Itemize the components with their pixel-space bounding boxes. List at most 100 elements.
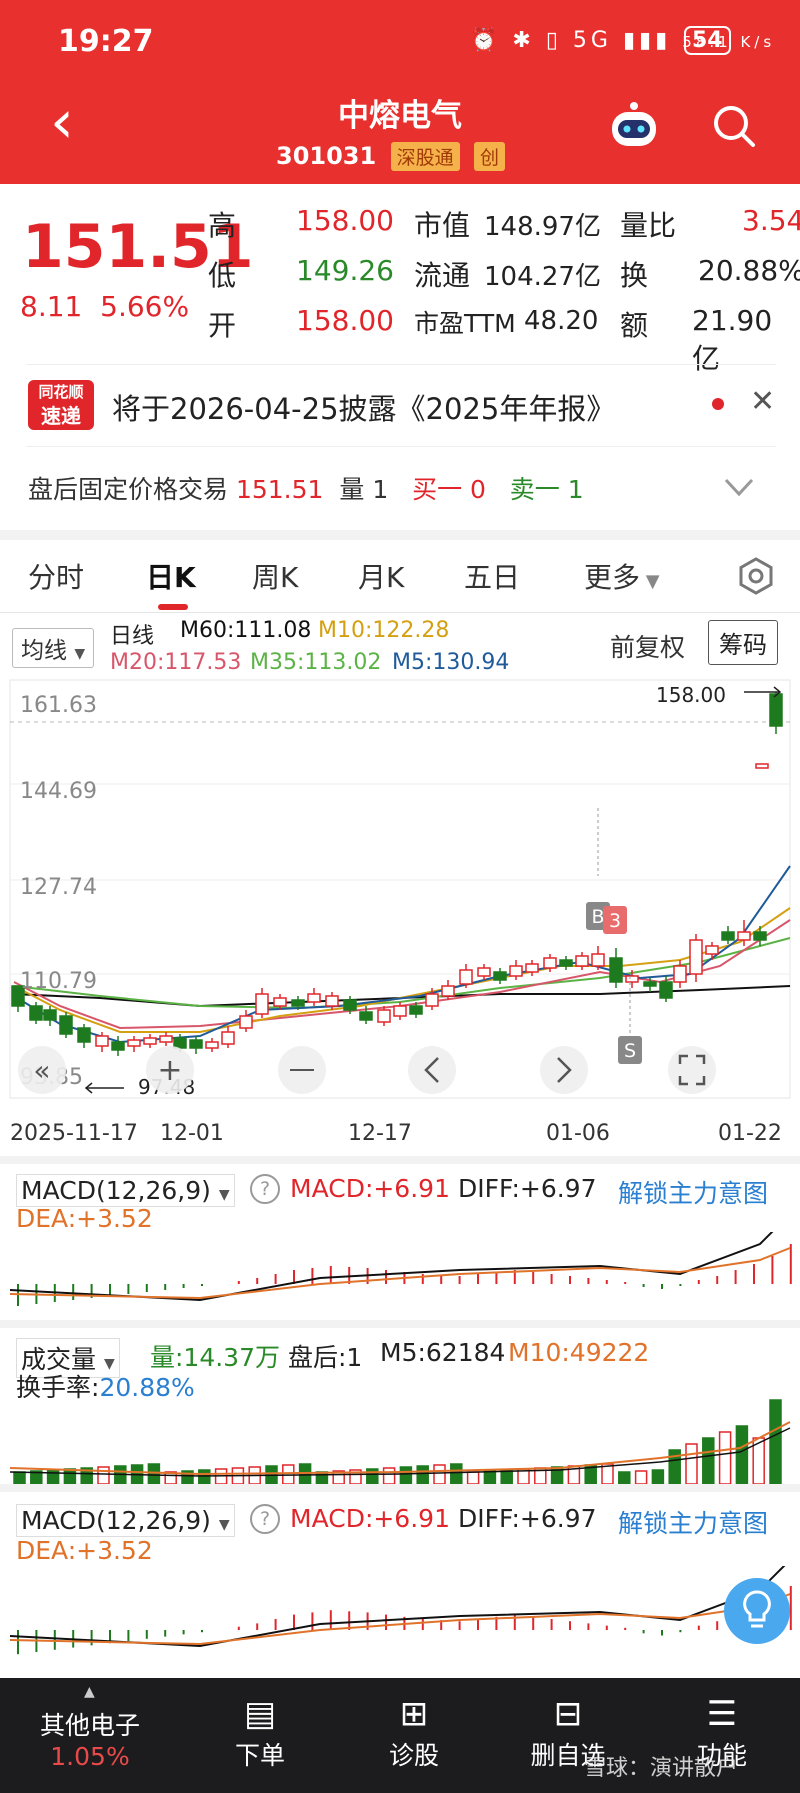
candle-body: [59, 1015, 73, 1035]
arrow-head-icon: [84, 1082, 93, 1094]
tab-monthly-k[interactable]: 月K: [358, 561, 405, 594]
volume-bar: [702, 1437, 715, 1484]
lightbulb-button[interactable]: [722, 1576, 792, 1646]
candle-body: [609, 957, 623, 983]
volume-bars: [9, 1399, 791, 1484]
tag-chinext[interactable]: 创: [473, 142, 505, 171]
candle-body: [705, 945, 719, 955]
candle-body: [525, 963, 539, 973]
s-badge-text: S: [624, 1040, 636, 1062]
help-icon[interactable]: ?: [250, 1174, 280, 1204]
tag-hk-connect[interactable]: 深股通: [390, 142, 460, 171]
turnover-label: 换: [620, 259, 649, 292]
plus-icon: +: [157, 1053, 182, 1088]
candle-body: [255, 993, 269, 1015]
candle-body: [359, 1011, 373, 1021]
volume-bar: [685, 1443, 698, 1484]
divider: [26, 364, 776, 365]
mcap-value: 148.97亿: [484, 212, 601, 242]
s-badge[interactable]: [618, 1036, 642, 1064]
settings-gear-icon[interactable]: [736, 556, 776, 596]
status-time: 19:27: [58, 24, 154, 59]
x-tick-label: 01-06: [546, 1121, 610, 1146]
chips-button[interactable]: 筹码: [708, 620, 778, 665]
tab-more[interactable]: 更多 ▼: [584, 556, 660, 596]
candle-body: [689, 939, 703, 975]
volume-bar: [198, 1469, 211, 1484]
sector-button[interactable]: 其他电子 1.05%: [30, 1706, 150, 1771]
delete-watchlist-button[interactable]: ⊟ 删自选: [508, 1694, 628, 1772]
scroll-left-button[interactable]: [18, 1046, 66, 1094]
unlock-link[interactable]: 解锁主力意图: [618, 1509, 769, 1538]
search-icon[interactable]: [712, 104, 756, 148]
after-hours-row[interactable]: 盘后固定价格交易 151.51 量 1 买一 0 卖一 1: [28, 470, 584, 506]
vol-ma5-line: [9, 1427, 791, 1477]
macd-value: MACD:+6.91: [290, 1174, 450, 1203]
volume-bar: [332, 1470, 345, 1484]
volume-bar: [618, 1471, 631, 1484]
battery-icon: 54: [684, 26, 731, 55]
announcement-text[interactable]: 将于2026-04-25披露《2025年年报》: [112, 392, 616, 426]
active-tab-indicator: [158, 604, 188, 610]
ma-selector[interactable]: 均线 ▼: [12, 628, 95, 668]
macd-bars: [9, 1566, 792, 1655]
back-button[interactable]: ‹: [50, 87, 74, 157]
robot-assistant-icon[interactable]: [604, 100, 664, 150]
tab-weekly-k[interactable]: 周K: [252, 561, 299, 594]
zoom-in-button[interactable]: [146, 1046, 194, 1094]
candle-body: [95, 1035, 109, 1047]
low-value: 149.26: [296, 254, 394, 287]
macd-title: MACD(12,26,9): [21, 1176, 211, 1205]
b-badge-text: B: [591, 906, 604, 928]
candle-body: [575, 955, 589, 967]
step-right-button[interactable]: [540, 1046, 588, 1094]
mcap-label: 市值: [414, 209, 471, 242]
candle-body: [769, 693, 783, 727]
section-separator: [0, 530, 800, 540]
tonghuashun-express-logo: 同花顺 速递: [28, 380, 94, 430]
logo-bottom-text: 速递: [41, 404, 81, 428]
volume-selector[interactable]: 成交量 ▼: [16, 1338, 120, 1378]
candle-body: [307, 993, 321, 1003]
macd-selector[interactable]: MACD(12,26,9) ▼: [16, 1504, 235, 1537]
close-icon[interactable]: ✕: [750, 384, 776, 419]
tab-intraday[interactable]: 分时: [28, 561, 85, 594]
macd-selector[interactable]: MACD(12,26,9) ▼: [16, 1174, 235, 1207]
after-hours-label: 盘后固定价格交易: [28, 475, 229, 504]
volume-bar: [634, 1470, 648, 1484]
function-button[interactable]: ☰ 功能: [662, 1694, 782, 1772]
candle-body: [77, 1027, 91, 1043]
help-icon[interactable]: ?: [250, 1504, 280, 1534]
high-marker: 158.00: [656, 683, 726, 707]
kline-chart[interactable]: 161.63 144.69 127.74 110.79 93.85 158.00…: [0, 676, 800, 1154]
order-button[interactable]: ▤ 下单: [200, 1694, 320, 1772]
double-chevron-left-icon: «: [33, 1054, 50, 1087]
logo-top-text: 同花顺: [38, 383, 84, 401]
more-chevron-icon[interactable]: [722, 470, 756, 504]
diagnose-button[interactable]: ⊞ 诊股: [354, 1694, 474, 1772]
adjust-mode-button[interactable]: 前复权: [610, 633, 686, 662]
volume-bar: [450, 1463, 463, 1484]
volume-bar: [164, 1471, 177, 1484]
volume-bar: [97, 1466, 110, 1484]
tab-daily-k[interactable]: 日K: [146, 561, 196, 594]
unlock-link[interactable]: 解锁主力意图: [618, 1179, 769, 1208]
pe-value: 48.20: [524, 306, 599, 336]
volume-bar: [718, 1431, 732, 1484]
volume-bar: [298, 1463, 312, 1484]
fullscreen-button[interactable]: [668, 1046, 716, 1094]
candle-body: [673, 965, 687, 983]
macd-chart: [9, 1232, 792, 1306]
x-tick-label: 12-17: [348, 1121, 412, 1146]
diff-line: [9, 1232, 774, 1302]
three-badge[interactable]: [603, 906, 627, 934]
after-vol-label: 量: [339, 475, 365, 504]
stock-title: 中熔电气: [338, 98, 462, 134]
candle-body: [111, 1041, 125, 1051]
step-left-button[interactable]: [408, 1046, 456, 1094]
amount-value: 21.90亿: [692, 304, 773, 375]
change-abs: 8.11: [20, 290, 83, 323]
candle-body: [11, 985, 25, 1007]
tab-five-day[interactable]: 五日: [464, 561, 521, 594]
vr-label: 量比: [620, 209, 677, 242]
